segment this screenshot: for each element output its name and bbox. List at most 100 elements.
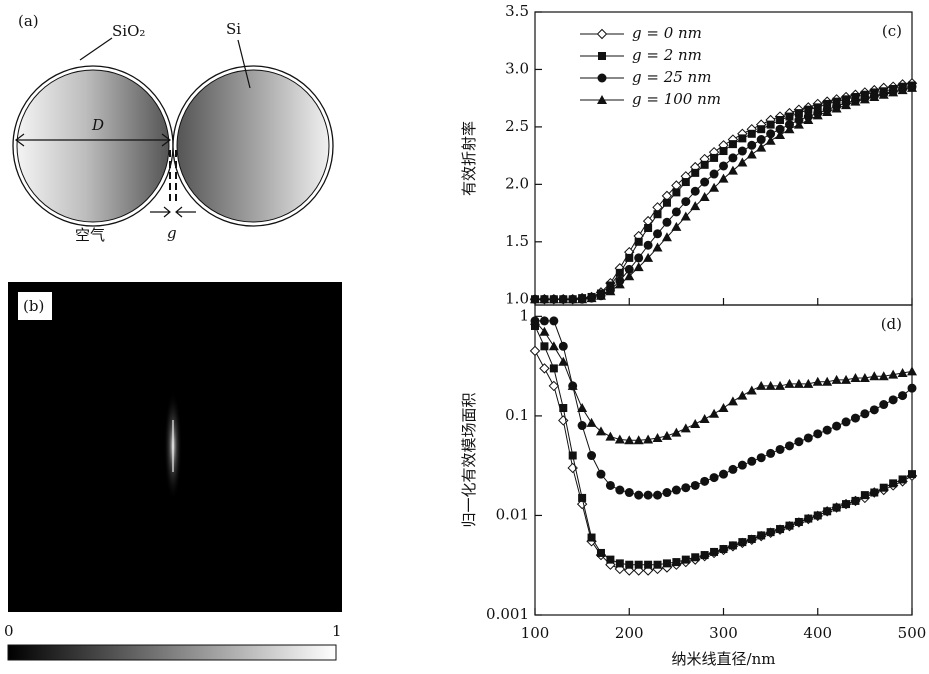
marker: [898, 391, 908, 401]
marker: [709, 473, 719, 483]
marker: [737, 157, 748, 167]
shell-label: SiO₂: [112, 22, 145, 40]
y-tick-label: 0.1: [505, 406, 529, 424]
x-tick-label: 100: [521, 624, 550, 642]
marker: [558, 341, 568, 351]
marker: [548, 380, 560, 392]
marker: [823, 99, 832, 108]
marker: [775, 380, 786, 390]
series-line: [535, 86, 913, 300]
marker: [898, 475, 907, 484]
marker: [851, 496, 860, 505]
core-right: [176, 69, 330, 223]
marker: [614, 563, 626, 575]
marker: [709, 169, 719, 179]
marker: [653, 210, 662, 219]
marker: [897, 367, 908, 377]
marker: [709, 182, 720, 192]
marker: [756, 380, 767, 390]
marker: [587, 451, 597, 461]
marker: [530, 315, 540, 325]
marker: [596, 548, 605, 557]
legend-label: g = 0 nm: [632, 24, 702, 42]
marker: [597, 95, 607, 104]
marker: [841, 417, 851, 427]
marker: [757, 531, 766, 540]
x-tick-label: 400: [803, 624, 832, 642]
marker: [737, 146, 747, 156]
marker: [633, 435, 644, 445]
marker: [662, 217, 672, 227]
marker: [859, 373, 870, 383]
core-left: [16, 69, 170, 223]
marker: [813, 429, 823, 439]
marker: [710, 153, 719, 162]
series-line: [535, 87, 913, 300]
marker: [784, 378, 795, 388]
marker: [690, 186, 700, 196]
marker: [803, 433, 813, 443]
marker: [577, 421, 587, 431]
marker: [700, 476, 710, 486]
marker: [776, 116, 785, 125]
y-axis-label: 归一化有效模场面积: [460, 392, 478, 527]
marker: [831, 103, 842, 113]
pointer: [237, 39, 251, 89]
marker: [700, 551, 709, 560]
marker: [625, 560, 634, 569]
legend-label: g = 25 nm: [632, 68, 711, 86]
panel-label: (d): [881, 315, 902, 333]
marker: [539, 363, 550, 374]
marker: [746, 385, 757, 395]
colorbar-min: 0: [4, 622, 14, 640]
marker: [794, 437, 804, 447]
marker: [681, 197, 691, 207]
marker: [794, 109, 803, 118]
marker: [549, 316, 559, 326]
marker: [652, 242, 663, 252]
marker: [700, 160, 709, 169]
marker: [718, 403, 729, 413]
marker: [624, 565, 635, 576]
marker: [624, 264, 634, 274]
marker: [671, 207, 681, 217]
marker: [605, 480, 615, 490]
marker: [633, 565, 644, 576]
diameter-label: D: [91, 116, 104, 134]
series-line: [534, 325, 913, 566]
marker: [812, 376, 823, 386]
marker: [567, 294, 578, 304]
marker: [765, 380, 776, 390]
marker: [765, 135, 776, 145]
marker: [869, 405, 879, 415]
medium-label: 空气: [75, 226, 105, 244]
marker: [634, 490, 644, 500]
marker: [548, 294, 559, 304]
marker: [793, 119, 804, 129]
marker: [642, 565, 654, 576]
marker: [888, 395, 898, 405]
marker: [671, 221, 682, 231]
marker: [719, 147, 728, 156]
marker: [842, 500, 851, 509]
marker: [578, 493, 587, 502]
label-box: [18, 292, 52, 320]
marker: [709, 408, 720, 418]
marker: [644, 224, 653, 233]
marker: [737, 390, 748, 400]
marker: [850, 373, 861, 383]
marker: [832, 97, 841, 106]
marker: [653, 560, 662, 569]
marker: [577, 403, 588, 413]
marker: [690, 201, 701, 211]
marker: [747, 456, 757, 466]
marker: [672, 558, 681, 567]
marker: [879, 483, 888, 492]
marker: [559, 404, 568, 413]
marker: [888, 369, 899, 379]
marker: [813, 511, 822, 520]
marker: [596, 28, 608, 40]
marker: [691, 553, 700, 562]
marker: [652, 432, 663, 442]
marker: [738, 134, 747, 143]
